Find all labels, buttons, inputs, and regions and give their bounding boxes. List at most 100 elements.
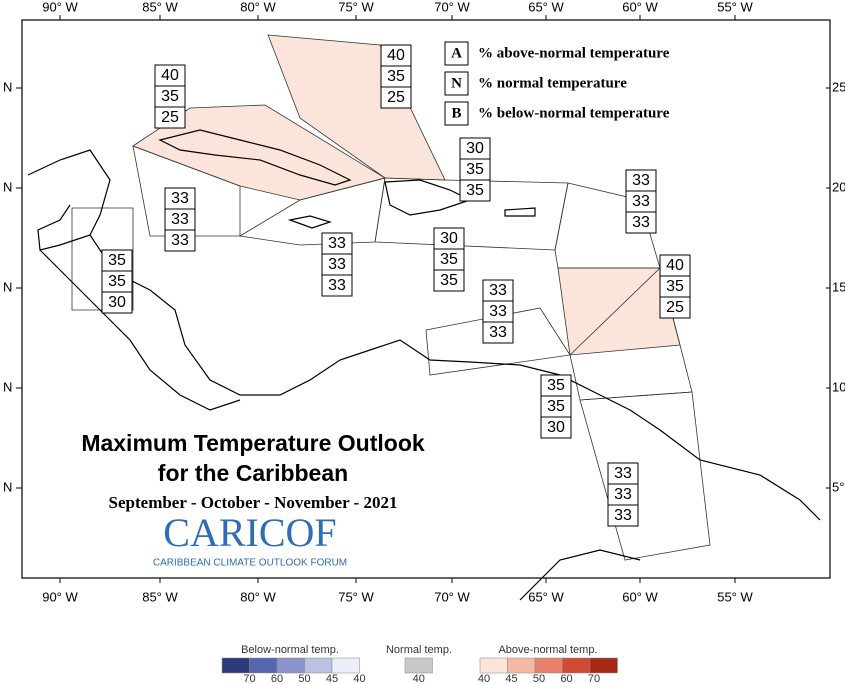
lon-label: 65° W: [528, 589, 564, 604]
key-letter: A: [451, 45, 462, 61]
lat-label: N: [3, 379, 12, 394]
longitude-labels: 90° W 90° W 85° W 85° W 80° W 80° W 75° W 75° W…: [42, 0, 753, 604]
forecast-value: 33: [632, 193, 650, 210]
forecast-cell: [607, 504, 639, 527]
lon-label: 85° W: [142, 0, 178, 14]
zones: [71, 34, 711, 561]
colorbar-tick: 60: [560, 673, 572, 684]
forecast-cell: [482, 321, 514, 344]
key-text: % normal temperature: [478, 75, 627, 91]
lon-label: 90° W: [42, 589, 78, 604]
lon-label: 85° W: [142, 589, 178, 604]
forecast-value: 35: [547, 377, 565, 394]
forecast-value: 33: [328, 277, 346, 294]
key-box: [444, 41, 469, 66]
forecast-value: 35: [466, 161, 484, 178]
island-jamaica: [287, 215, 332, 229]
island-puerto-rico: [504, 207, 536, 217]
forecast-value: 25: [161, 109, 179, 126]
forecast-value: 40: [387, 47, 405, 64]
lon-label: 90° W: [42, 0, 78, 14]
key-text: % above-normal temperature: [478, 45, 670, 61]
coastline: [39, 249, 241, 411]
island-cuba: [158, 129, 352, 186]
region-forecasts: 40 35 25 40 35 25 30 35 35 33 33 33 33 33 33 33 33 33 30 35…: [101, 44, 691, 527]
lon-label: 80° W: [240, 0, 276, 14]
colorbar-swatch: [404, 657, 433, 674]
forecast-cell: [625, 211, 657, 234]
key-box: [444, 101, 469, 126]
map-frame: [21, 19, 831, 579]
colorbar-swatch: [331, 657, 360, 674]
forecast-value: 33: [614, 486, 632, 503]
colorbar-label: Normal temp.: [386, 644, 452, 656]
lon-label: 60° W: [622, 0, 658, 14]
forecast-value: 30: [547, 419, 565, 436]
logo-name: CariCOF: [163, 510, 336, 555]
lat-label: N: [3, 279, 12, 294]
forecast-cell: [321, 274, 353, 297]
forecast-value: 25: [387, 89, 405, 106]
forecast-key: A % above-normal temperature N % normal tem…: [444, 41, 670, 126]
coastlines: [27, 129, 821, 601]
forecast-cell: [154, 106, 186, 129]
key-box: [444, 71, 469, 96]
forecast-value: 40: [161, 67, 179, 84]
colorbar-swatch: [534, 657, 563, 674]
forecast-value: 25: [666, 299, 684, 316]
forecast-cell: [540, 416, 572, 439]
forecast-value: 30: [108, 294, 126, 311]
forecast-value: 35: [547, 398, 565, 415]
title-line: Maximum Temperature Outlook: [81, 430, 425, 456]
forecast-cell: [380, 86, 412, 109]
lon-label: 75° W: [338, 0, 374, 14]
forecast-cell: [101, 291, 133, 314]
forecast-value: 33: [489, 303, 507, 320]
period: September - October - November - 2021: [109, 493, 398, 512]
forecast-value: 33: [632, 214, 650, 231]
colorbar-swatch: [562, 657, 591, 674]
coastline: [519, 549, 641, 601]
forecast-value: 33: [614, 465, 632, 482]
lon-label: 70° W: [434, 589, 470, 604]
forecast-value: 35: [666, 278, 684, 295]
colorbar-swatch: [276, 657, 305, 674]
forecast-value: 35: [108, 273, 126, 290]
lat-label: 25: [832, 79, 845, 94]
forecast-cell: [433, 269, 465, 292]
forecast-value: 35: [440, 272, 458, 289]
forecast-value: 33: [171, 211, 189, 228]
forecast-value: 33: [632, 172, 650, 189]
forecast-value: 35: [387, 68, 405, 85]
forecast-value: 33: [328, 235, 346, 252]
colorbar-tick: 60: [271, 673, 283, 684]
forecast-value: 33: [489, 324, 507, 341]
forecast-cell: [459, 179, 491, 202]
lat-label: 20°: [832, 179, 845, 194]
colorbar-tick: 40: [353, 673, 365, 684]
colorbar-tick: 50: [533, 673, 545, 684]
colorbar-swatch: [304, 657, 333, 674]
island-hispaniola: [384, 179, 472, 216]
logo-tagline: CARIBBEAN CLIMATE OUTLOOK FORUM: [153, 558, 347, 569]
colorbar-tick: 70: [243, 673, 255, 684]
forecast-value: 35: [440, 251, 458, 268]
lat-label: 5°: [832, 479, 844, 494]
forecast-value: 33: [489, 282, 507, 299]
colorbar-tick: 45: [505, 673, 517, 684]
colorbar-tick: 45: [326, 673, 338, 684]
colorbar-label: Below-normal temp.: [241, 644, 339, 656]
lon-label: 65° W: [528, 0, 564, 14]
colorbar-label: Above-normal temp.: [498, 644, 597, 656]
colorbar-tick: 40: [413, 673, 425, 684]
lon-label: 55° W: [717, 589, 753, 604]
lat-label: N: [3, 479, 12, 494]
lon-label: 80° W: [240, 589, 276, 604]
coastline: [89, 234, 821, 521]
title-line: for the Caribbean: [158, 460, 348, 486]
forecast-cell: [164, 229, 196, 252]
key-letter: N: [451, 75, 462, 91]
forecast-value: 30: [466, 140, 484, 157]
